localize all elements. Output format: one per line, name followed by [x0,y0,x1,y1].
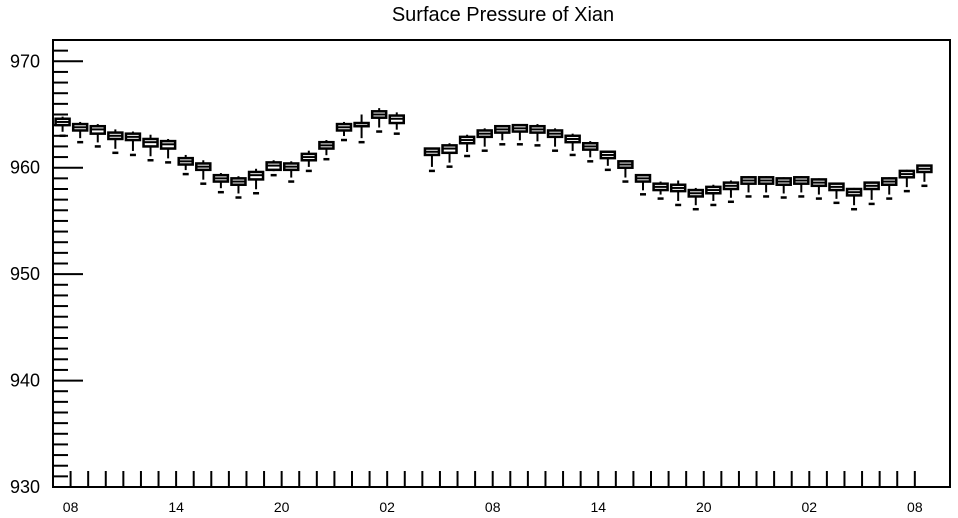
box-25 [494,124,511,146]
chart-axes [52,39,951,488]
box-10 [230,176,247,199]
box-34 [652,181,669,200]
box-11 [247,168,265,195]
box-16 [335,121,353,142]
box-27 [529,124,546,147]
box-33 [634,173,652,196]
y-tick-label: 970 [10,51,40,71]
x-tick-label: 20 [274,499,290,515]
box-49 [916,164,933,188]
plot-frame [52,39,951,488]
box-3 [107,129,124,155]
x-tick-label: 14 [168,499,184,515]
y-tick-label: 960 [10,158,40,178]
box-47 [880,177,898,200]
box-18 [370,108,388,133]
box-45 [845,187,863,211]
box-15 [318,140,335,161]
box-6 [159,138,177,164]
x-tick-label: 20 [696,499,712,515]
box-44 [828,182,845,205]
box-30 [581,141,599,163]
box-1 [71,121,89,144]
chart-ticks: 930 940 950 960 970 08 14 20 02 08 14 20 02 08 [10,39,923,515]
box-9 [212,173,230,194]
box-21 [423,147,441,173]
box-48 [898,169,916,193]
box-14 [300,150,318,173]
y-tick-label: 940 [10,371,40,391]
x-tick-label: 08 [907,499,923,515]
box-13 [282,161,300,183]
box-7 [177,154,194,176]
box-8 [195,160,212,185]
box-4 [124,131,142,157]
box-23 [458,134,476,158]
box-28 [546,128,564,152]
box-22 [441,143,458,168]
x-tick-label: 02 [379,499,395,515]
box-12 [265,160,282,177]
y-tick-label: 950 [10,264,40,284]
box-36 [687,187,705,211]
box-35 [669,180,687,207]
box-5 [142,134,159,162]
box-40 [757,176,775,198]
box-26 [511,123,529,146]
box-42 [793,176,810,198]
box-29 [564,133,581,157]
chart-title: Surface Pressure of Xian [391,4,615,26]
box-19 [388,112,406,135]
box-43 [810,178,828,200]
box-17 [353,114,370,144]
box-24 [476,128,493,152]
box-41 [775,177,792,199]
box-38 [722,180,740,204]
box-32 [617,160,634,183]
box-37 [705,184,722,207]
box-0 [54,116,71,138]
x-tick-label: 08 [63,499,79,515]
y-tick-label: 930 [10,477,40,497]
x-tick-label: 02 [802,499,818,515]
box-31 [599,150,617,172]
x-tick-label: 08 [485,499,501,515]
chart-boxes [54,108,933,211]
box-39 [740,176,757,198]
box-46 [863,181,880,206]
box-2 [89,124,107,148]
x-tick-label: 14 [590,499,606,515]
